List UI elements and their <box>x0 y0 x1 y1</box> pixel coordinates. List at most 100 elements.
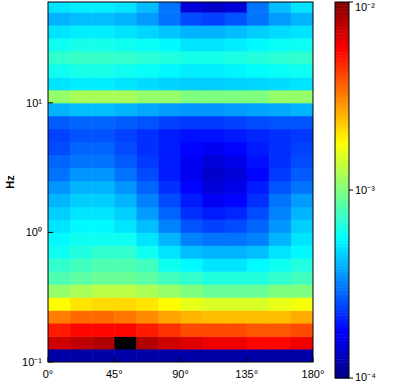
cell <box>92 64 115 78</box>
cell <box>203 258 226 271</box>
cell <box>114 103 137 116</box>
cell <box>225 12 248 25</box>
cell <box>247 77 270 90</box>
cell <box>291 77 313 90</box>
cell <box>203 193 226 207</box>
cell <box>203 142 226 155</box>
colorbar-step <box>335 196 349 200</box>
cell <box>225 245 248 258</box>
colorbar-step <box>335 350 349 354</box>
cell <box>114 284 137 297</box>
cell <box>203 336 226 349</box>
cell <box>92 142 115 155</box>
cell <box>247 271 270 284</box>
cell <box>158 245 181 258</box>
colorbar-step <box>335 21 349 25</box>
cell <box>225 181 248 194</box>
cell <box>114 232 137 245</box>
cell <box>181 77 204 90</box>
cell <box>247 323 270 337</box>
colorbar-tick-label: 10⁻⁴ <box>355 371 376 383</box>
colorbar-step <box>335 65 349 69</box>
cell <box>70 2 93 13</box>
cell <box>269 245 292 258</box>
cell <box>269 207 292 220</box>
cell <box>247 25 270 38</box>
colorbar-step <box>335 96 349 100</box>
cell <box>92 232 115 245</box>
cell <box>136 103 159 116</box>
cell <box>136 90 159 104</box>
cell <box>158 232 181 245</box>
cell <box>114 90 137 104</box>
cell <box>114 38 137 51</box>
cell <box>70 168 93 181</box>
cell <box>181 90 204 104</box>
colorbar-step <box>335 218 349 222</box>
cell <box>291 168 313 181</box>
cell <box>158 207 181 220</box>
colorbar-step <box>335 203 349 207</box>
cell <box>158 116 181 129</box>
cell <box>114 207 137 220</box>
cell <box>203 116 226 129</box>
cell <box>70 245 93 258</box>
cell <box>269 2 292 13</box>
cell <box>225 51 248 64</box>
cell <box>247 181 270 194</box>
cell <box>92 103 115 116</box>
colorbar-step <box>335 297 349 301</box>
cell <box>247 51 270 64</box>
cell <box>269 193 292 207</box>
colorbar-step <box>335 130 349 134</box>
cell <box>225 323 248 337</box>
colorbar-step <box>335 265 349 269</box>
colorbar-step <box>335 8 349 12</box>
cell <box>136 245 159 258</box>
colorbar-step <box>335 340 349 344</box>
cell <box>225 297 248 310</box>
colorbar-step <box>335 312 349 316</box>
cell <box>158 297 181 310</box>
cell <box>247 193 270 207</box>
cell <box>114 64 137 78</box>
cell <box>203 323 226 337</box>
cell <box>247 116 270 129</box>
colorbar-step <box>335 268 349 272</box>
cell <box>136 2 159 13</box>
cell <box>291 219 313 233</box>
colorbar-step <box>335 369 349 373</box>
x-tick-label: 90° <box>172 368 189 380</box>
cell <box>70 25 93 38</box>
colorbar-step <box>335 62 349 66</box>
cell <box>136 181 159 194</box>
cell <box>181 284 204 297</box>
cell <box>225 77 248 90</box>
colorbar-step <box>335 2 349 6</box>
cell <box>247 155 270 168</box>
colorbar-step <box>335 152 349 156</box>
cell <box>291 116 313 129</box>
cell <box>48 284 71 297</box>
colorbar-tick <box>349 378 353 379</box>
colorbar-step <box>335 71 349 75</box>
cell <box>114 25 137 38</box>
cell <box>92 284 115 297</box>
y-tick-label: 10⁻¹ <box>22 356 42 368</box>
colorbar-step <box>335 331 349 335</box>
cell <box>203 77 226 90</box>
colorbar-step <box>335 49 349 53</box>
cell <box>158 103 181 116</box>
y-tick-label: 10¹ <box>26 97 42 109</box>
chart: 0°45°90°135°180°10⁻¹10⁰10¹Hz10⁻⁴10⁻³10⁻² <box>0 0 418 383</box>
cell <box>181 207 204 220</box>
cell <box>114 142 137 155</box>
cell <box>291 284 313 297</box>
colorbar-step <box>335 303 349 307</box>
cell <box>225 2 248 13</box>
colorbar-step <box>335 127 349 131</box>
cell <box>70 207 93 220</box>
cell <box>136 323 159 337</box>
cell <box>70 310 93 323</box>
cell <box>70 193 93 207</box>
